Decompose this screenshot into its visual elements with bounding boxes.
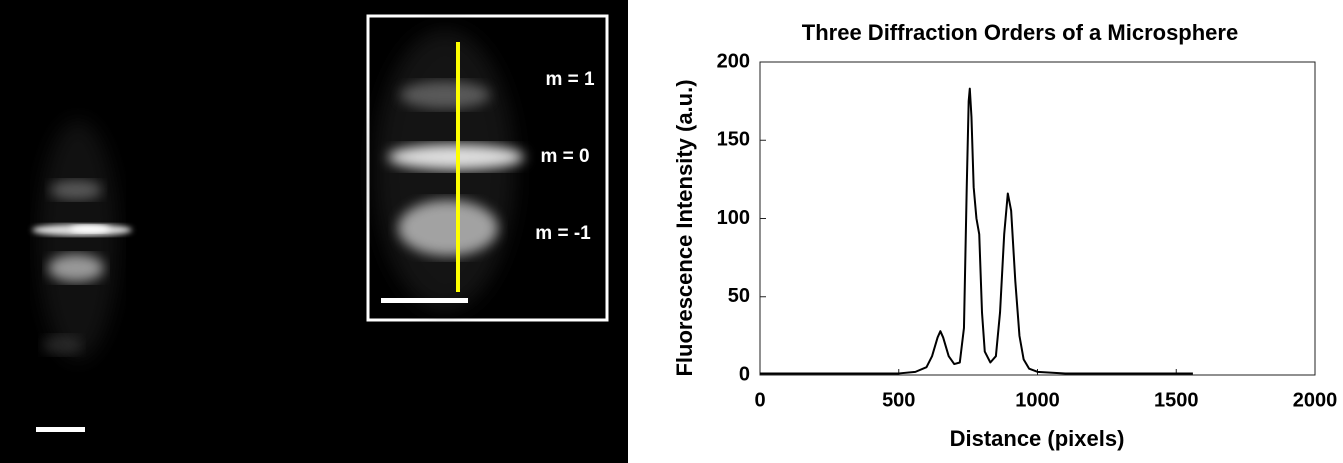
micrograph: m = 1 m = 0 m = -1 <box>0 0 628 463</box>
x-tick-label: 1500 <box>1154 389 1199 411</box>
faint-spot <box>42 335 82 355</box>
y-axis-label: Fluorescence Intensity (a.u.) <box>672 79 697 376</box>
order-zero-core <box>70 225 110 233</box>
order-label: m = 0 <box>540 146 589 167</box>
order-plus <box>50 180 102 200</box>
plot-frame <box>759 61 1316 376</box>
inset-glow <box>375 30 515 310</box>
y-tick-label: 0 <box>739 363 750 385</box>
y-tick-label: 50 <box>728 285 750 307</box>
y-tick-label: 200 <box>717 50 750 72</box>
x-tick-label: 500 <box>882 389 915 411</box>
chart: Three Diffraction Orders of a Microspher… <box>672 20 1337 451</box>
order-minus <box>48 254 104 282</box>
glow <box>38 120 118 360</box>
inset-scale-bar <box>381 298 468 303</box>
order-label: m = -1 <box>535 223 591 244</box>
y-tick-label: 150 <box>717 129 750 151</box>
x-tick-label: 2000 <box>1293 389 1338 411</box>
x-tick-label: 0 <box>754 389 765 411</box>
order-label: m = 1 <box>545 69 595 90</box>
chart-title: Three Diffraction Orders of a Microspher… <box>802 20 1238 45</box>
x-tick-label: 1000 <box>1015 389 1060 411</box>
intensity-line <box>760 87 1193 375</box>
y-tick-label: 100 <box>717 207 750 229</box>
scale-bar <box>36 427 85 432</box>
inset-order-plus <box>400 81 490 109</box>
inset-order-minus <box>398 200 498 256</box>
x-axis-label: Distance (pixels) <box>950 426 1125 451</box>
